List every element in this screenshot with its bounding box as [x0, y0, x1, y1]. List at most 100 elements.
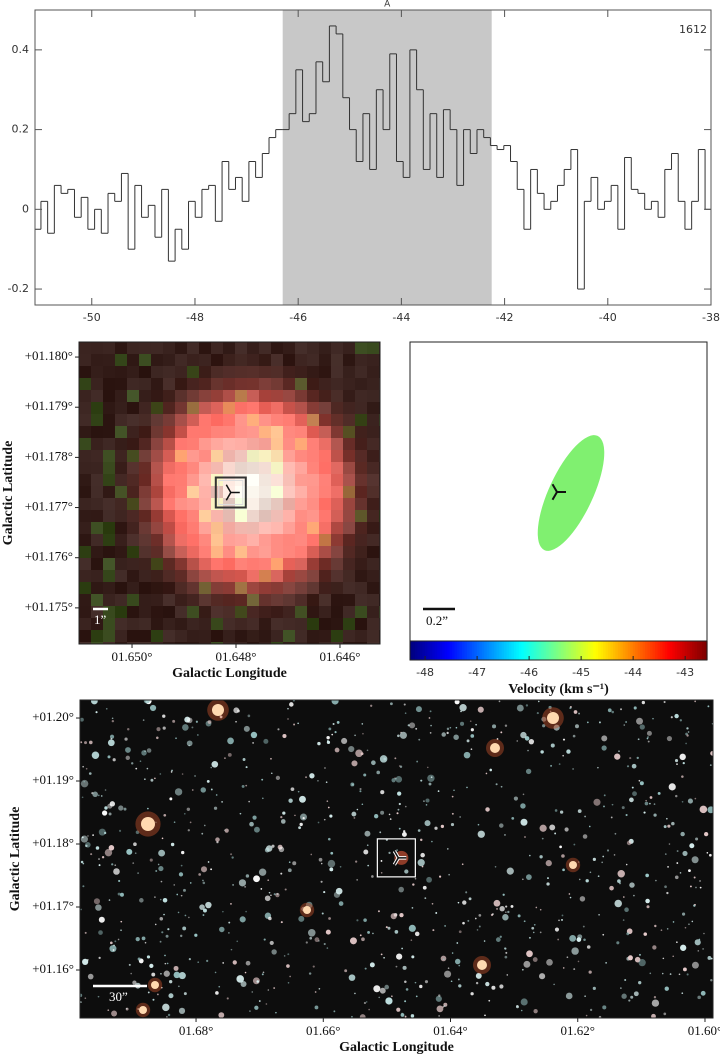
- image-pixel: [247, 426, 259, 438]
- image-pixel: [307, 594, 319, 606]
- image-pixel: [211, 630, 223, 642]
- star: [700, 990, 706, 996]
- image-pixel: [235, 414, 247, 426]
- image-pixel: [91, 594, 103, 606]
- colorbar-tick-label: -48: [416, 666, 434, 679]
- image-pixel: [139, 486, 151, 498]
- star: [520, 731, 527, 739]
- colorbar-slice: [622, 641, 626, 660]
- image-pixel: [283, 498, 295, 510]
- bright-star: [141, 817, 155, 831]
- star: [513, 796, 519, 801]
- image-pixel: [127, 510, 139, 522]
- star: [344, 969, 348, 973]
- image-pixel: [199, 558, 211, 570]
- star: [617, 870, 625, 878]
- star: [517, 914, 521, 918]
- colorbar-slice: [553, 641, 557, 660]
- star: [602, 1005, 607, 1010]
- star: [423, 800, 425, 802]
- star: [691, 856, 699, 864]
- star: [331, 733, 334, 736]
- star: [125, 755, 130, 760]
- star: [379, 831, 382, 834]
- star: [149, 963, 154, 968]
- star: [160, 972, 162, 975]
- star: [636, 717, 643, 725]
- image-pixel: [223, 450, 235, 462]
- image-pixel: [271, 474, 283, 486]
- image-pixel: [211, 510, 223, 522]
- image-pixel: [379, 474, 380, 486]
- star: [431, 840, 433, 843]
- image-pixel: [139, 426, 151, 438]
- star: [408, 924, 416, 932]
- image-pixel: [355, 594, 367, 606]
- image-pixel: [151, 558, 163, 570]
- star: [602, 855, 605, 858]
- star: [499, 906, 505, 912]
- image-pixel: [367, 630, 379, 642]
- star: [444, 925, 446, 927]
- star: [707, 705, 710, 708]
- colorbar-slice: [474, 641, 478, 660]
- colorbar-slice: [637, 641, 641, 660]
- star: [483, 940, 486, 942]
- star: [537, 700, 540, 703]
- image-pixel: [211, 522, 223, 534]
- image-pixel: [355, 630, 367, 642]
- star: [361, 803, 364, 806]
- image-pixel: [295, 558, 307, 570]
- star: [540, 750, 544, 754]
- image-pixel: [367, 426, 379, 438]
- star: [184, 914, 187, 917]
- star: [653, 803, 656, 805]
- image-pixel: [199, 474, 211, 486]
- star: [112, 949, 115, 951]
- star: [541, 716, 547, 722]
- shade-region: [282, 10, 492, 305]
- image-pixel: [247, 498, 259, 510]
- star: [98, 956, 101, 960]
- star: [104, 806, 108, 810]
- image-pixel: [199, 366, 211, 378]
- image-pixel: [187, 474, 199, 486]
- star: [372, 932, 374, 935]
- star: [120, 920, 123, 923]
- image-pixel: [223, 438, 235, 450]
- y-axis-label: Galactic Latitude: [8, 807, 23, 912]
- image-pixel: [235, 534, 247, 546]
- star: [699, 880, 701, 882]
- image-pixel: [379, 558, 380, 570]
- y-tick-label: +01.16°: [32, 961, 74, 976]
- star: [232, 960, 237, 965]
- star: [354, 992, 356, 995]
- star: [579, 896, 586, 902]
- star: [664, 885, 667, 889]
- star: [308, 972, 312, 975]
- star: [377, 910, 380, 913]
- star: [574, 724, 579, 729]
- star: [625, 721, 627, 723]
- image-pixel: [223, 558, 235, 570]
- star: [588, 825, 591, 828]
- star: [135, 767, 138, 770]
- star: [428, 782, 432, 786]
- image-pixel: [115, 498, 127, 510]
- image-pixel: [331, 534, 343, 546]
- star: [625, 863, 628, 866]
- colorbar-slice: [659, 641, 664, 660]
- image-pixel: [319, 402, 331, 414]
- image-pixel: [367, 450, 379, 462]
- colorbar-slice: [548, 641, 552, 660]
- image-pixel: [223, 618, 235, 630]
- star: [398, 827, 401, 830]
- colorbar-slice: [630, 641, 634, 660]
- image-pixel: [175, 342, 187, 354]
- image-pixel: [283, 594, 295, 606]
- star: [598, 1015, 602, 1018]
- image-pixel: [367, 534, 379, 546]
- y-tick-label: +01.17°: [32, 898, 74, 913]
- star: [572, 734, 576, 738]
- star: [562, 868, 565, 872]
